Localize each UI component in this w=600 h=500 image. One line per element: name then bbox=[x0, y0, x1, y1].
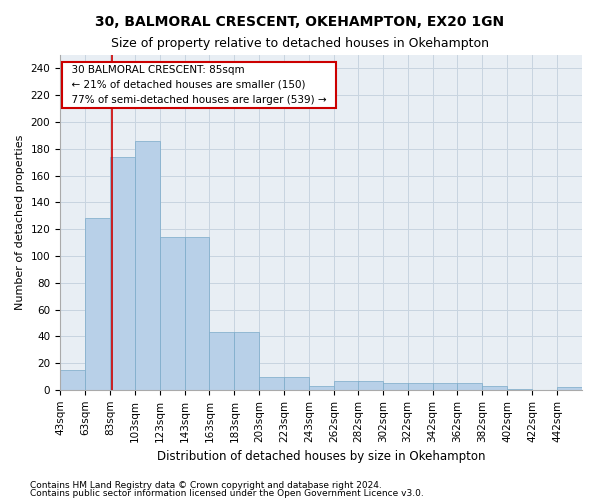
Bar bbox=[557, 388, 582, 390]
Y-axis label: Number of detached properties: Number of detached properties bbox=[15, 135, 25, 310]
Bar bbox=[309, 386, 334, 390]
Text: Contains public sector information licensed under the Open Government Licence v3: Contains public sector information licen… bbox=[30, 489, 424, 498]
Bar bbox=[160, 237, 185, 390]
Bar bbox=[135, 141, 160, 390]
Bar bbox=[358, 380, 383, 390]
Bar bbox=[457, 384, 482, 390]
X-axis label: Distribution of detached houses by size in Okehampton: Distribution of detached houses by size … bbox=[157, 450, 485, 463]
Bar bbox=[235, 332, 259, 390]
Bar bbox=[259, 376, 284, 390]
Bar bbox=[407, 384, 433, 390]
Bar bbox=[433, 384, 457, 390]
Text: Contains HM Land Registry data © Crown copyright and database right 2024.: Contains HM Land Registry data © Crown c… bbox=[30, 480, 382, 490]
Bar bbox=[284, 376, 309, 390]
Bar bbox=[209, 332, 235, 390]
Text: 30, BALMORAL CRESCENT, OKEHAMPTON, EX20 1GN: 30, BALMORAL CRESCENT, OKEHAMPTON, EX20 … bbox=[95, 15, 505, 29]
Bar bbox=[185, 237, 209, 390]
Bar bbox=[110, 157, 135, 390]
Bar bbox=[482, 386, 507, 390]
Bar bbox=[383, 384, 407, 390]
Bar bbox=[334, 380, 359, 390]
Bar bbox=[85, 218, 110, 390]
Text: 30 BALMORAL CRESCENT: 85sqm
  ← 21% of detached houses are smaller (150)
  77% o: 30 BALMORAL CRESCENT: 85sqm ← 21% of det… bbox=[65, 65, 334, 104]
Text: Size of property relative to detached houses in Okehampton: Size of property relative to detached ho… bbox=[111, 38, 489, 51]
Bar bbox=[507, 388, 532, 390]
Bar bbox=[60, 370, 85, 390]
